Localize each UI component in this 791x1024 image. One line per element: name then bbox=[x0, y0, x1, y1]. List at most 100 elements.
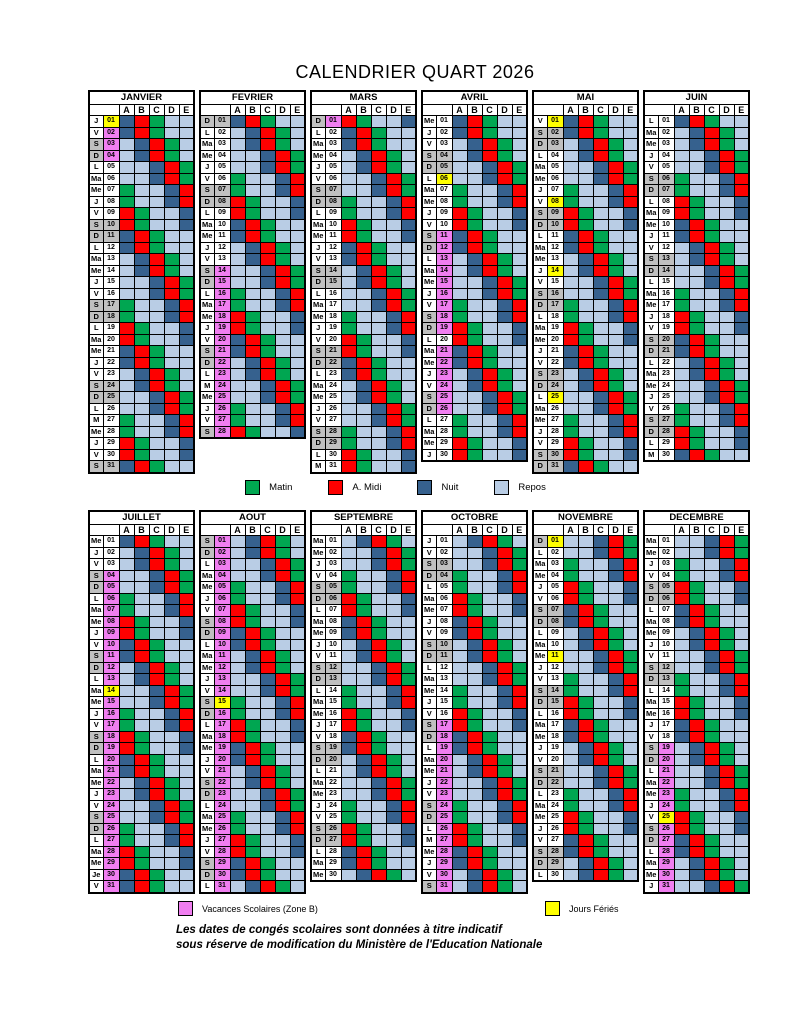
day-row: L 13 bbox=[88, 673, 195, 686]
shift-cell-m bbox=[274, 138, 291, 151]
weekday-cell: V bbox=[532, 834, 548, 847]
shift-cell-n bbox=[577, 138, 594, 151]
day-number-cell: 17 bbox=[213, 719, 231, 732]
day-row: J 12 bbox=[310, 241, 417, 254]
shift-cell-n bbox=[733, 437, 750, 450]
shift-cell-r bbox=[274, 719, 291, 732]
shift-cell-n bbox=[400, 834, 417, 847]
shift-cell-r bbox=[673, 546, 690, 559]
day-number-cell: 09 bbox=[435, 207, 453, 220]
weekday-cell: Me bbox=[421, 115, 437, 128]
weekday-cell: J bbox=[310, 558, 326, 571]
day-row: V 17 bbox=[421, 299, 528, 312]
shift-cell-n bbox=[673, 448, 690, 462]
shift-cell-a bbox=[481, 138, 498, 151]
day-number-cell: 16 bbox=[435, 287, 453, 300]
shift-cell-n bbox=[259, 788, 276, 801]
shift-cell-r bbox=[178, 356, 195, 369]
shift-cell-m bbox=[244, 195, 261, 208]
shift-cell-r bbox=[370, 834, 387, 847]
shift-cell-n bbox=[577, 264, 594, 277]
shift-cell-r bbox=[370, 592, 387, 605]
shift-cell-m bbox=[703, 604, 720, 617]
shift-cell-r bbox=[703, 799, 720, 812]
day-row: L 03 bbox=[199, 558, 306, 571]
day-row: J 19 bbox=[199, 322, 306, 335]
shift-cell-a bbox=[133, 345, 150, 358]
shift-cell-a bbox=[163, 287, 180, 300]
shift-cell-r bbox=[400, 742, 417, 755]
day-number-cell: 27 bbox=[102, 834, 120, 847]
shift-cell-m bbox=[511, 161, 528, 174]
day-number-cell: 03 bbox=[102, 558, 120, 571]
shift-cell-a bbox=[229, 207, 246, 220]
shift-cell-r bbox=[133, 696, 150, 709]
shift-cell-n bbox=[400, 448, 417, 461]
shift-cell-m bbox=[133, 207, 150, 220]
shift-cell-r bbox=[703, 172, 720, 185]
shift-cell-r bbox=[259, 822, 276, 835]
shift-cell-m bbox=[673, 172, 690, 185]
day-row: Ma 14 bbox=[88, 684, 195, 697]
shift-cell-r bbox=[481, 822, 498, 835]
shift-cell-a bbox=[451, 333, 468, 346]
legend-item-repos: Repos bbox=[494, 480, 546, 495]
day-number-cell: 02 bbox=[546, 546, 564, 559]
shift-cell-m bbox=[592, 356, 609, 369]
shift-cell-a bbox=[718, 776, 735, 789]
shift-cell-r bbox=[133, 707, 150, 720]
shift-cell-n bbox=[673, 345, 690, 358]
weekday-cell: D bbox=[199, 868, 215, 881]
shift-cell-n bbox=[451, 126, 468, 139]
shift-cell-r bbox=[592, 811, 609, 824]
shift-cell-r bbox=[481, 184, 498, 197]
shift-cell-n bbox=[289, 615, 306, 628]
shift-cell-m bbox=[259, 218, 276, 231]
weekday-cell: D bbox=[532, 138, 548, 151]
shift-cell-n bbox=[466, 753, 483, 766]
day-row: D 25 bbox=[421, 811, 528, 824]
day-row: Me 14 bbox=[421, 684, 528, 697]
team-header-cell-b: B bbox=[688, 524, 705, 536]
shift-cell-n bbox=[370, 402, 387, 415]
shift-cell-r bbox=[577, 673, 594, 686]
shift-cell-r bbox=[385, 845, 402, 858]
weekday-cell: Me bbox=[532, 333, 548, 346]
shift-cell-a bbox=[703, 627, 720, 640]
weekday-cell: S bbox=[421, 391, 437, 404]
day-row: J 10 bbox=[643, 638, 750, 651]
shift-cell-m bbox=[622, 535, 639, 548]
shift-cell-n bbox=[118, 535, 135, 548]
day-number-cell: 19 bbox=[213, 322, 231, 335]
weekday-cell: S bbox=[88, 811, 104, 824]
day-row: J 11 bbox=[643, 230, 750, 243]
shift-cell-m bbox=[259, 230, 276, 243]
day-number-cell: 24 bbox=[546, 799, 564, 812]
shift-cell-r bbox=[274, 115, 291, 128]
weekday-cell: S bbox=[310, 425, 326, 438]
shift-cell-m bbox=[274, 535, 291, 548]
day-number-cell: 15 bbox=[213, 276, 231, 289]
shift-cell-m bbox=[118, 414, 135, 427]
shift-cell-r bbox=[118, 546, 135, 559]
day-number-cell: 07 bbox=[324, 184, 342, 197]
shift-cell-a bbox=[289, 287, 306, 300]
day-row: S 28 bbox=[310, 425, 417, 438]
day-number-cell: 14 bbox=[102, 684, 120, 697]
day-row: S 24 bbox=[421, 799, 528, 812]
day-number-cell: 29 bbox=[102, 857, 120, 870]
shift-cell-r bbox=[229, 253, 246, 266]
shift-cell-n bbox=[163, 195, 180, 208]
shift-cell-a bbox=[148, 673, 165, 686]
shift-cell-r bbox=[703, 707, 720, 720]
shift-cell-a bbox=[577, 719, 594, 732]
shift-cell-n bbox=[451, 230, 468, 243]
day-row: L 31 bbox=[199, 880, 306, 893]
weekday-cell: S bbox=[421, 558, 437, 571]
day-number-cell: 19 bbox=[324, 322, 342, 335]
day-number-cell: 08 bbox=[213, 195, 231, 208]
day-row: S 13 bbox=[643, 253, 750, 266]
day-row: Ma 10 bbox=[532, 638, 639, 651]
shift-cell-n bbox=[385, 322, 402, 335]
weekday-cell: D bbox=[643, 753, 659, 766]
